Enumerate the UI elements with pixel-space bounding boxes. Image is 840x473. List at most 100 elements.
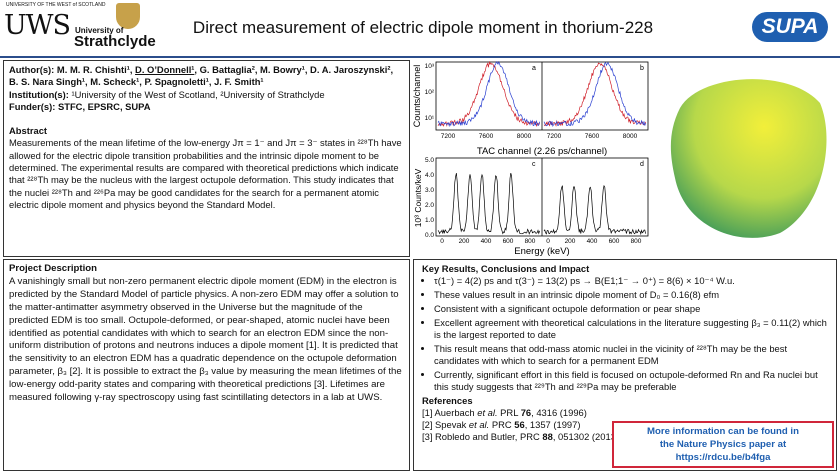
ref-part: [1] Auerbach: [422, 407, 478, 418]
x-tick-label: 800: [525, 238, 536, 245]
project-heading: Project Description: [9, 263, 97, 274]
y-tick-label: 10¹: [425, 115, 435, 122]
y-tick-label: 0.0: [425, 232, 434, 239]
x-tick-label: 8000: [623, 133, 638, 140]
ref-part: PRL: [497, 407, 521, 418]
results-heading: Key Results, Conclusions and Impact: [422, 263, 590, 274]
x-label: Energy (keV): [514, 246, 569, 256]
x-tick-label: 7200: [441, 133, 456, 140]
spectrum: [437, 60, 540, 128]
project-box: Project Description A vanishingly small …: [3, 259, 410, 471]
x-tick-label: 400: [587, 238, 598, 245]
ref-part: [2] Spevak: [422, 419, 469, 430]
x-label: TAC channel (2.26 ps/channel): [477, 146, 607, 157]
spectrum: [543, 184, 646, 236]
bullet: These values result in an intrinsic dipo…: [434, 289, 831, 301]
abstract-heading: Abstract: [9, 125, 48, 137]
ref-part: , 1357 (1997): [524, 419, 581, 430]
abstract-text: Measurements of the mean lifetime of the…: [9, 137, 402, 210]
bullet: Excellent agreement with theoretical cal…: [434, 317, 831, 341]
value: ¹University of the West of Scotland, ²Un…: [71, 88, 325, 100]
x-tick-label: 400: [481, 238, 492, 245]
panel-letter: c: [532, 161, 536, 168]
ref-part: , 4316 (1996): [531, 407, 587, 418]
shape-render: [670, 79, 827, 238]
supa-logo: SUPA: [752, 12, 828, 42]
x-tick-label: 0: [440, 238, 444, 245]
panel-letter: a: [532, 65, 536, 72]
callout[interactable]: More information can be found in the Nat…: [612, 421, 834, 468]
y-tick-label: 5.0: [425, 157, 434, 164]
funder: Funder(s): STFC, EPSRC, SUPA: [9, 101, 404, 113]
y-tick-label: 3.0: [425, 187, 434, 194]
y-tick-label: 10³: [425, 63, 435, 70]
reference: [3] Robledo and Butler, PRC 88, 051302 (…: [422, 431, 831, 443]
y-tick-label: 4.0: [425, 172, 434, 179]
y-tick-label: 10²: [425, 89, 435, 96]
reference: [1] Auerbach et al. PRL 76, 4316 (1996): [422, 407, 831, 419]
results-list: τ(1⁻) = 4(2) ps and τ(3⁻) = 13(2) ps → B…: [422, 275, 831, 393]
x-tick-label: 0: [546, 238, 550, 245]
x-tick-label: 600: [503, 238, 514, 245]
ref-part: , 051302 (2013): [552, 431, 620, 442]
crest: [116, 3, 140, 29]
label: Institution(s):: [9, 88, 69, 100]
title: Direct measurement of electric dipole mo…: [192, 18, 654, 37]
header: UWS UNIVERSITY OF THE WEST of SCOTLAND U…: [0, 0, 840, 58]
y-tick-label: 2.0: [425, 202, 434, 209]
panel-letter: b: [640, 65, 644, 72]
x-tick-label: 800: [631, 238, 642, 245]
author: , G. Battaglia², M. Bowry¹, D. A. Jarosz…: [9, 64, 394, 88]
results-box: Key Results, Conclusions and Impact τ(1⁻…: [413, 259, 837, 471]
ref-part: 76: [520, 407, 532, 418]
label: Funder(s):: [9, 100, 56, 112]
x-tick-label: 200: [459, 238, 470, 245]
value: STFC, EPSRC, SUPA: [57, 100, 151, 112]
ref-part: PRC: [489, 419, 515, 430]
ref-part: et al.: [477, 407, 498, 418]
authors: Author(s): M. M. R. Chishti¹, D. O’Donne…: [9, 64, 404, 89]
figure: a b c d Counts/channel 10³ Counts/keV TAC chan…: [412, 60, 649, 256]
strath: Strathclyde: [74, 33, 156, 50]
panel-letter: d: [640, 161, 644, 168]
y-tick-label: 1.0: [425, 217, 434, 224]
pear-shape: [670, 79, 827, 238]
references-heading: References: [422, 395, 473, 406]
callout-line: More information can be found in: [647, 426, 799, 437]
y-label: 10³ Counts/keV: [413, 168, 423, 227]
uws-logo: UWS: [4, 10, 71, 41]
header-rule: [0, 56, 840, 58]
x-tick-label: 7200: [547, 133, 562, 140]
bullet: Consistent with a significant octupole d…: [434, 303, 831, 315]
x-tick-label: 8000: [517, 133, 532, 140]
spectrum: [543, 62, 646, 127]
uws-sub: UNIVERSITY OF THE WEST of SCOTLAND: [6, 2, 106, 8]
strath-top: University of: [75, 26, 124, 35]
spectrum: [437, 60, 540, 127]
ref-part: 88: [542, 431, 553, 442]
author: D. O’Donnell¹: [135, 64, 195, 75]
reference: [2] Spevak et al. PRC 56, 1357 (1997): [422, 419, 831, 431]
bullet: Currently, significant effort in this fi…: [434, 369, 831, 393]
spectrum: [437, 173, 540, 235]
x-tick-label: 7600: [585, 133, 600, 140]
project-text: A vanishingly small but non-zero permane…: [9, 275, 402, 404]
label: Author(s):: [9, 64, 55, 75]
y-label: Counts/channel: [412, 65, 422, 128]
institution: Institution(s): ¹University of the West …: [9, 89, 404, 101]
ref-part: [3] Robledo and Butler, PRC: [422, 431, 543, 442]
x-tick-label: 7600: [479, 133, 494, 140]
spectrum: [543, 61, 646, 127]
x-tick-label: 600: [609, 238, 620, 245]
ref-part: 56: [514, 419, 525, 430]
bullet: τ(1⁻) = 4(2) ps and τ(3⁻) = 13(2) ps → B…: [434, 275, 831, 287]
callout-line: the Nature Physics paper at: [659, 439, 787, 450]
references: [1] Auerbach et al. PRL 76, 4316 (1996)[…: [422, 407, 831, 443]
x-tick-label: 200: [565, 238, 576, 245]
ref-part: et al.: [468, 419, 490, 430]
info-box: Author(s): M. M. R. Chishti¹, D. O’Donne…: [3, 60, 410, 257]
callout-link[interactable]: https://rdcu.be/b4fga: [675, 452, 771, 463]
bullet: This result means that odd-mass atomic n…: [434, 343, 831, 367]
author: M. M. R. Chishti¹,: [56, 64, 136, 75]
